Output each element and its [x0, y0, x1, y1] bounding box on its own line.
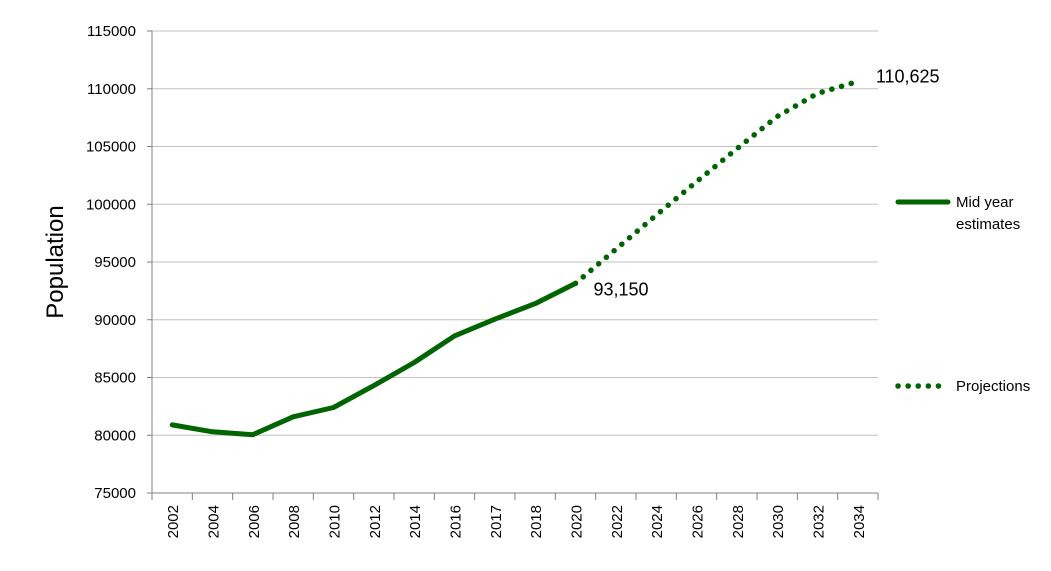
y-tick-label-115000: 115000 [87, 23, 136, 40]
data-label-93150: 93,150 [594, 279, 649, 299]
x-tick-labels: 2002 2004 2006 2008 2010 2012 2014 2016 2017 2018… [165, 505, 868, 538]
y-tick-label-80000: 80000 [94, 427, 136, 444]
legend-label-mid-year-line1: Mid year [956, 194, 1014, 211]
legend: Mid year estimates Projections [895, 194, 1030, 395]
legend-label-mid-year-line2: estimates [956, 216, 1020, 233]
x-tick-label-2024: 2024 [649, 505, 666, 538]
x-tick-label-2028: 2028 [730, 505, 747, 538]
x-tick-label-2034: 2034 [851, 505, 868, 538]
legend-label-projections: Projections [956, 378, 1030, 395]
y-tick-labels: 75000 80000 85000 90000 95000 100000 105000 110… [86, 23, 136, 502]
axes [147, 30, 879, 500]
y-tick-label-105000: 105000 [86, 139, 136, 156]
y-tick-label-90000: 90000 [94, 312, 136, 329]
x-tick-label-2018: 2018 [528, 505, 545, 538]
y-axis-label: Population [42, 205, 69, 318]
gridlines [152, 30, 878, 436]
series-lines [169, 78, 861, 438]
x-tick-label-2032: 2032 [811, 505, 828, 538]
x-tick-label-2020: 2020 [569, 505, 586, 538]
x-tick-label-2008: 2008 [286, 505, 303, 538]
x-tick-label-2022: 2022 [609, 505, 626, 538]
annotations: 93,150 110,625 [594, 67, 940, 300]
y-tick-label-95000: 95000 [94, 254, 136, 271]
series-line-mid-year-estimates [169, 280, 578, 438]
x-tick-label-2014: 2014 [407, 505, 424, 538]
x-tick-label-2004: 2004 [206, 505, 223, 538]
x-tick-label-2030: 2030 [770, 505, 787, 538]
y-tick-label-110000: 110000 [87, 81, 136, 98]
x-tick-label-2012: 2012 [367, 505, 384, 538]
x-tick-label-2017: 2017 [488, 505, 505, 538]
x-tick-label-2006: 2006 [246, 505, 263, 538]
x-tick-label-2026: 2026 [690, 505, 707, 538]
x-tick-label-2016: 2016 [448, 505, 465, 538]
x-tick-label-2010: 2010 [327, 505, 344, 538]
y-tick-label-100000: 100000 [86, 196, 136, 213]
data-label-110625: 110,625 [876, 67, 940, 87]
x-tick-label-2002: 2002 [165, 505, 182, 538]
y-tick-label-85000: 85000 [94, 370, 136, 387]
series-line-projections [572, 78, 861, 287]
y-tick-label-75000: 75000 [94, 485, 136, 502]
